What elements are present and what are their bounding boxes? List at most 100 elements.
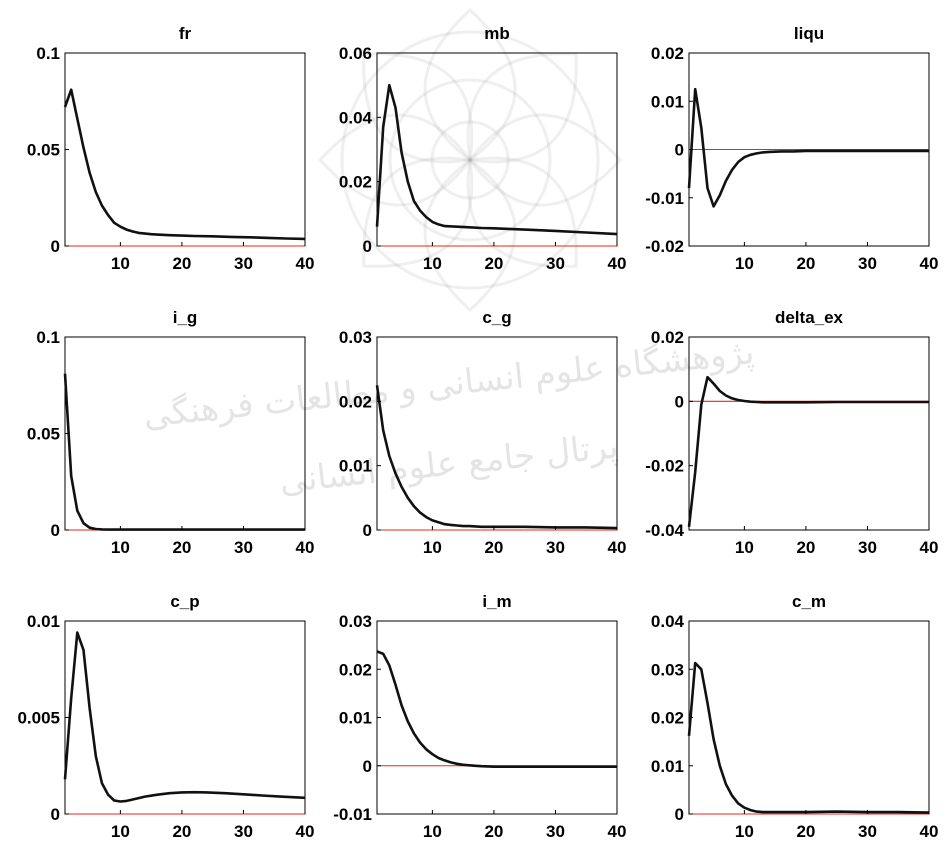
y-tick-label: 0.02 [651, 44, 684, 63]
x-tick-label: 30 [234, 538, 253, 557]
y-tick-label: -0.01 [333, 805, 372, 824]
panel-fr: fr 0 0.05 0.1 10 20 30 40 [27, 24, 315, 273]
x-tick-label: 30 [234, 254, 253, 273]
y-tick-label: 0.1 [36, 44, 60, 63]
y-tick-label: 0.01 [339, 457, 372, 476]
panel-c_p: c_p 0 0.005 0.01 10 20 30 40 [17, 592, 314, 841]
x-tick-label: 30 [858, 254, 877, 273]
panel-title: c_m [792, 592, 826, 611]
x-tick-label: 20 [172, 822, 191, 841]
y-tick-label: 0.03 [339, 328, 372, 347]
y-tick-label: 0.02 [651, 709, 684, 728]
y-tick-label: 0 [51, 237, 60, 256]
x-tick-label: 30 [234, 822, 253, 841]
x-tick-label: 10 [735, 254, 754, 273]
x-tick-label: 40 [296, 538, 315, 557]
x-tick-label: 10 [111, 822, 130, 841]
x-tick-label: 40 [920, 538, 939, 557]
panel-title: c_g [482, 308, 511, 327]
axes-frame [64, 52, 306, 247]
y-tick-label: 0 [51, 521, 60, 540]
y-tick-label: 0.06 [339, 44, 372, 63]
y-tick-label: -0.04 [645, 521, 684, 540]
x-tick-label: 20 [172, 538, 191, 557]
panel-title: delta_ex [775, 308, 844, 327]
y-tick-label: 0.01 [339, 709, 372, 728]
x-tick-label: 30 [546, 538, 565, 557]
x-tick-label: 40 [920, 254, 939, 273]
x-tick-label: 20 [796, 538, 815, 557]
x-tick-label: 10 [111, 254, 130, 273]
y-tick-label: 0.01 [651, 92, 684, 111]
x-tick-label: 20 [484, 822, 503, 841]
panel-title: i_m [482, 592, 511, 611]
watermark-line-2: پرتال جامع علوم انسانی [277, 426, 620, 501]
x-tick-label: 20 [796, 254, 815, 273]
x-tick-label: 30 [858, 538, 877, 557]
y-tick-label: 0.04 [651, 612, 685, 631]
y-tick-label: 0 [51, 805, 60, 824]
x-tick-label: 40 [608, 254, 627, 273]
series-line [63, 373, 305, 531]
y-tick-label: 0.03 [339, 612, 372, 631]
x-tick-label: 10 [111, 538, 130, 557]
x-tick-label: 40 [608, 822, 627, 841]
x-tick-label: 30 [546, 822, 565, 841]
x-tick-label: 20 [796, 822, 815, 841]
x-tick-label: 10 [735, 538, 754, 557]
series-line [63, 88, 306, 241]
series-line [375, 83, 618, 236]
x-tick-label: 10 [423, 538, 442, 557]
watermark-line-1: پژوهشگاه علوم انسانی و مطالعات فرهنگی [142, 332, 757, 436]
axes-frame [64, 620, 306, 815]
y-tick-label: 0.03 [651, 660, 684, 679]
y-tick-label: 0.01 [27, 612, 60, 631]
panel-i_m: i_m -0.01 0 0.01 0.02 0.03 10 20 30 40 [333, 592, 626, 841]
panel-title: c_p [170, 592, 199, 611]
panel-c_g: c_g 0 0.01 0.02 0.03 10 20 30 40 [339, 308, 627, 557]
x-tick-label: 20 [484, 254, 503, 273]
x-tick-label: 10 [423, 822, 442, 841]
y-tick-label: 0.1 [36, 328, 60, 347]
x-tick-label: 30 [546, 254, 565, 273]
panel-delta_ex: delta_ex -0.04 -0.02 0 0.02 10 20 30 40 [645, 308, 938, 557]
axes-frame [376, 620, 618, 815]
watermark-rosette-icon [317, 7, 623, 313]
y-tick-label: -0.02 [645, 457, 684, 476]
y-tick-label: 0 [363, 757, 372, 776]
series-line [375, 385, 618, 530]
y-tick-label: 0.05 [27, 141, 60, 160]
x-tick-label: 40 [608, 538, 627, 557]
y-tick-label: 0.01 [651, 757, 684, 776]
x-tick-label: 20 [484, 538, 503, 557]
y-tick-label: -0.01 [645, 189, 684, 208]
panels: fr 0 0.05 0.1 10 20 30 40 mb 0 0.02 0.04 0.06 10 20 30 4… [17, 24, 938, 841]
panel-mb: mb 0 0.02 0.04 0.06 10 20 30 40 [339, 24, 627, 273]
panel-title: fr [179, 24, 192, 43]
y-tick-label: 0.02 [651, 328, 684, 347]
panel-title: mb [484, 24, 510, 43]
series-line [376, 650, 617, 768]
y-tick-label: 0.04 [339, 108, 373, 127]
series-line [687, 87, 929, 208]
y-tick-label: 0.02 [339, 660, 372, 679]
y-tick-label: 0 [675, 141, 684, 160]
y-tick-label: 0.005 [17, 709, 60, 728]
y-tick-label: 0 [363, 521, 372, 540]
y-tick-label: 0 [363, 237, 372, 256]
axes-frame [64, 336, 306, 531]
y-tick-label: 0.02 [339, 392, 372, 411]
x-tick-label: 40 [296, 822, 315, 841]
panel-i_g: i_g 0 0.05 0.1 10 20 30 40 [27, 308, 315, 557]
panel-title: i_g [173, 308, 198, 327]
axes-frame [688, 336, 930, 531]
series-line [63, 631, 306, 803]
series-line [687, 661, 930, 814]
y-tick-label: 0 [675, 392, 684, 411]
x-tick-label: 10 [735, 822, 754, 841]
y-tick-label: 0 [675, 805, 684, 824]
panel-title: liqu [794, 24, 824, 43]
x-tick-label: 40 [920, 822, 939, 841]
y-tick-label: 0.02 [339, 173, 372, 192]
y-tick-label: -0.02 [645, 237, 684, 256]
